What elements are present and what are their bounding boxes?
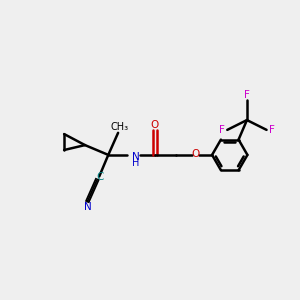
Text: O: O (151, 120, 159, 130)
Text: C: C (97, 172, 104, 182)
Text: F: F (219, 125, 225, 135)
Text: H: H (132, 158, 140, 169)
Text: N: N (84, 202, 91, 212)
Text: CH₃: CH₃ (110, 122, 128, 132)
Text: N: N (132, 152, 140, 162)
Text: F: F (269, 125, 275, 135)
Text: O: O (192, 149, 200, 159)
Text: F: F (244, 90, 250, 100)
